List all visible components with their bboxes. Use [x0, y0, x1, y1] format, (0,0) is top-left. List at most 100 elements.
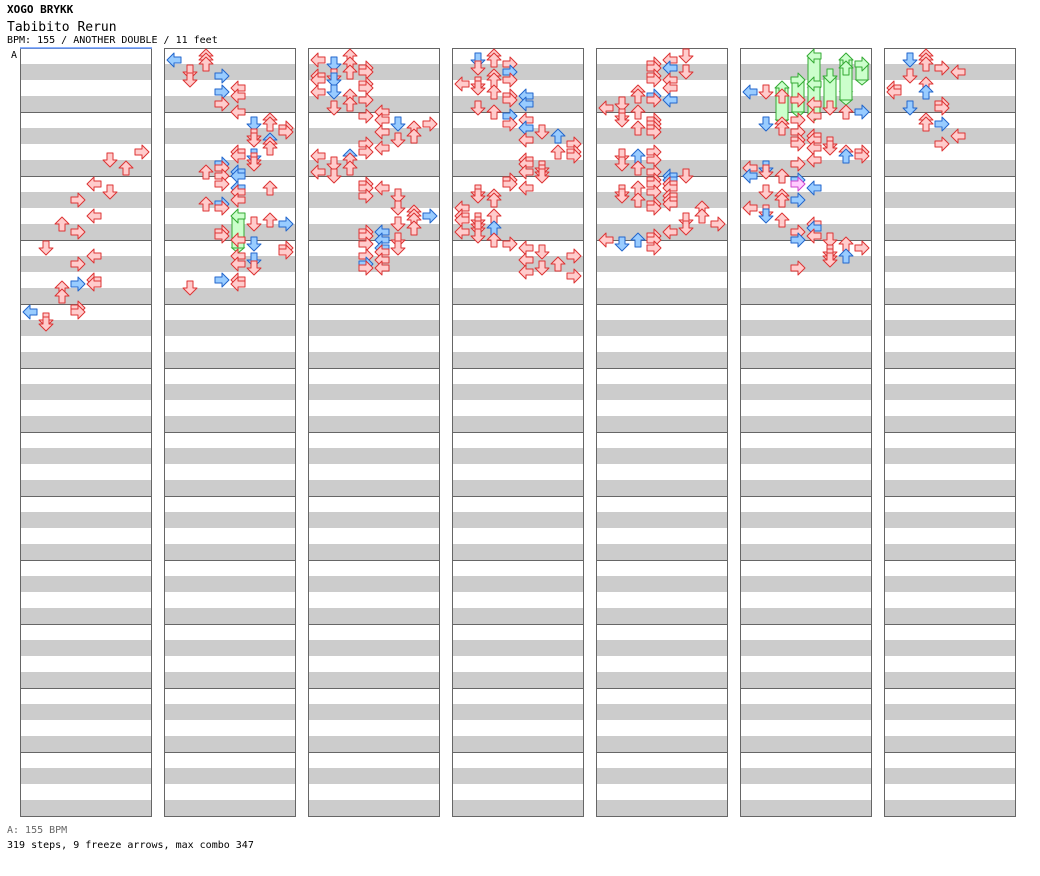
arrow-down-icon — [102, 184, 118, 200]
beat-stripe — [20, 736, 152, 752]
arrow-left-icon — [518, 164, 534, 180]
arrow-up-icon — [550, 256, 566, 272]
arrow-down-icon — [758, 208, 774, 224]
beat-stripe — [308, 800, 440, 816]
beat-stripe — [740, 544, 872, 560]
beat-stripe — [20, 528, 152, 544]
beat-stripe — [164, 736, 296, 752]
arrow-down-icon — [390, 240, 406, 256]
beat-stripe — [164, 512, 296, 528]
beat-stripe — [884, 336, 1016, 352]
arrow-left-icon — [230, 208, 246, 224]
beat-stripe — [164, 256, 296, 272]
beat-stripe — [164, 320, 296, 336]
beat-stripe — [596, 144, 728, 160]
arrow-right-icon — [502, 116, 518, 132]
beat-stripe — [452, 432, 584, 448]
arrow-down-icon — [390, 116, 406, 132]
beat-stripe — [20, 256, 152, 272]
beat-stripe — [20, 464, 152, 480]
beat-stripe — [884, 304, 1016, 320]
song-title: Tabibito Rerun — [7, 20, 117, 35]
beat-stripe — [452, 160, 584, 176]
arrow-up-icon — [486, 52, 502, 68]
arrow-left-icon — [310, 148, 326, 164]
arrow-down-icon — [678, 168, 694, 184]
beat-stripe — [596, 160, 728, 176]
chart-column-7 — [884, 48, 1016, 817]
beat-stripe — [20, 720, 152, 736]
freeze-arrow-tail — [838, 99, 854, 106]
beat-stripe — [452, 784, 584, 800]
beat-stripe — [20, 512, 152, 528]
arrow-down-icon — [470, 80, 486, 96]
arrow-right-icon — [854, 104, 870, 120]
chart-column-6 — [740, 48, 872, 817]
beat-stripe — [20, 320, 152, 336]
arrow-down-icon — [678, 48, 694, 64]
arrow-left-icon — [662, 196, 678, 212]
beat-stripe — [452, 608, 584, 624]
beat-stripe — [164, 464, 296, 480]
beat-stripe — [308, 592, 440, 608]
beat-stripe — [452, 368, 584, 384]
beat-stripe — [596, 400, 728, 416]
beat-stripe — [164, 272, 296, 288]
arrow-left-icon — [598, 100, 614, 116]
beat-stripe — [20, 688, 152, 704]
beat-stripe — [884, 352, 1016, 368]
beat-stripe — [308, 160, 440, 176]
beat-stripe — [20, 576, 152, 592]
arrow-down-icon — [758, 116, 774, 132]
beat-stripe — [308, 768, 440, 784]
beat-stripe — [740, 224, 872, 240]
beat-stripe — [308, 64, 440, 80]
arrow-up-icon — [774, 192, 790, 208]
beat-stripe — [164, 688, 296, 704]
beat-stripe — [308, 336, 440, 352]
arrow-right-icon — [790, 156, 806, 172]
arrow-right-icon — [934, 116, 950, 132]
beat-stripe — [740, 592, 872, 608]
arrow-left-icon — [806, 228, 822, 244]
arrow-right-icon — [70, 192, 86, 208]
beat-stripe — [884, 560, 1016, 576]
beat-stripe — [884, 656, 1016, 672]
arrow-down-icon — [326, 168, 342, 184]
beat-stripe — [20, 656, 152, 672]
beat-stripe — [164, 800, 296, 816]
beat-stripe — [884, 64, 1016, 80]
beat-stripe — [20, 64, 152, 80]
beat-stripe — [164, 448, 296, 464]
arrow-right-icon — [934, 100, 950, 116]
arrow-up-icon — [54, 216, 70, 232]
beat-stripe — [20, 448, 152, 464]
beat-stripe — [596, 128, 728, 144]
beat-stripe — [20, 592, 152, 608]
column-border — [164, 48, 296, 817]
beat-stripe — [884, 400, 1016, 416]
beat-stripe — [884, 96, 1016, 112]
arrow-left-icon — [950, 64, 966, 80]
beat-stripe — [740, 528, 872, 544]
arrow-right-icon — [502, 92, 518, 108]
beat-stripe — [308, 576, 440, 592]
arrow-down-icon — [822, 68, 838, 84]
arrow-up-icon — [262, 212, 278, 228]
arrow-left-icon — [886, 84, 902, 100]
arrow-up-icon — [918, 116, 934, 132]
beat-stripe — [884, 160, 1016, 176]
arrow-down-icon — [758, 164, 774, 180]
beat-stripe — [596, 464, 728, 480]
beat-stripe — [452, 384, 584, 400]
beat-stripe — [308, 144, 440, 160]
arrow-down-icon — [246, 156, 262, 172]
arrow-up-icon — [550, 144, 566, 160]
beat-stripe — [308, 416, 440, 432]
beat-stripe — [740, 608, 872, 624]
beat-stripe — [164, 96, 296, 112]
arrow-up-icon — [630, 104, 646, 120]
beat-stripe — [884, 240, 1016, 256]
beat-stripe — [308, 112, 440, 128]
